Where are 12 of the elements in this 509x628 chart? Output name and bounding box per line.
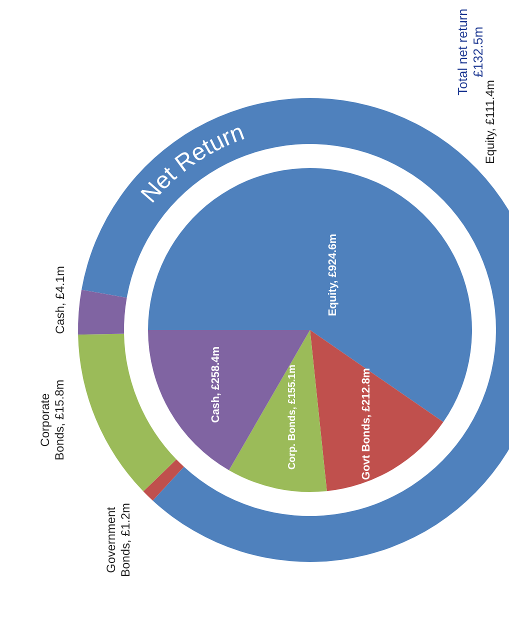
- slice-label: Cash, £4.1m: [53, 266, 68, 334]
- slice-label: Corp. Bonds, £155.1m: [286, 364, 298, 470]
- slice-label: Equity, £924.6m: [326, 234, 339, 316]
- slice-label: Govt Bonds, £212.8m: [360, 368, 373, 480]
- text: Total net return £132.5m: [454, 8, 486, 96]
- slice-label: Cash, £258.4m: [210, 346, 222, 423]
- pie-slice: [228, 330, 327, 492]
- pie-slice: [148, 330, 310, 470]
- slice-label: Government Bonds, £1.2m: [104, 502, 132, 578]
- pie-slice: [310, 330, 444, 492]
- slice-label: Corporate Bonds, £15.8m: [38, 380, 66, 460]
- slice-label: Equity, £111.4m: [483, 80, 498, 164]
